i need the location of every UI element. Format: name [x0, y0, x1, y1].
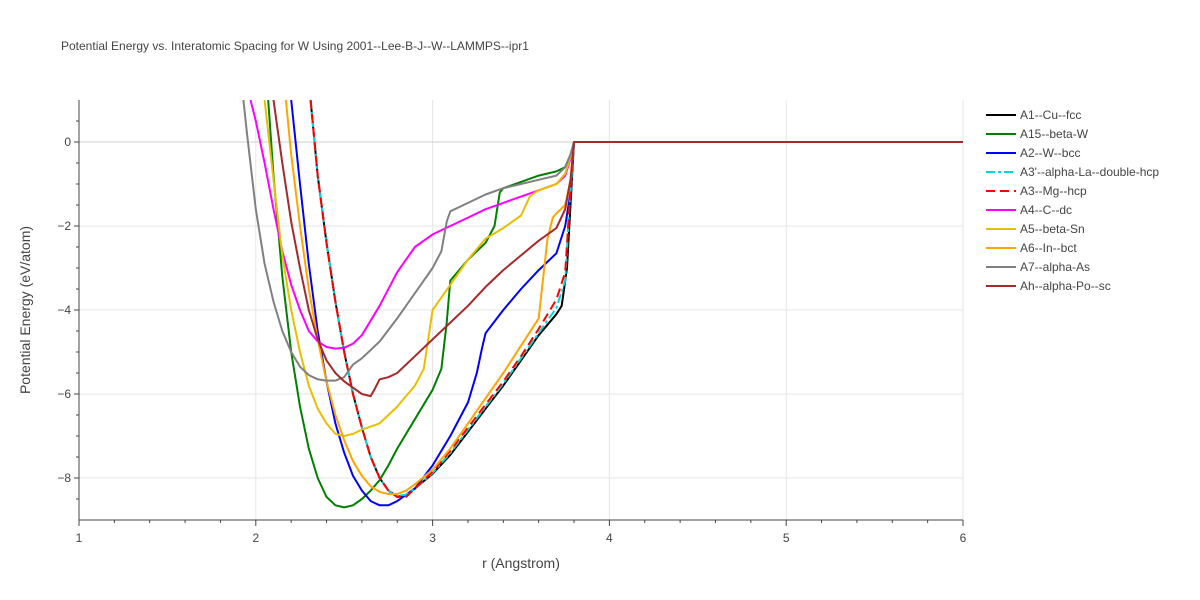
grid	[79, 100, 964, 520]
legend-label: Ah--alpha-Po--sc	[1020, 279, 1111, 293]
chart-title: Potential Energy vs. Interatomic Spacing…	[61, 39, 529, 53]
y-tick-label: −6	[57, 387, 71, 401]
legend-item[interactable]: A15--beta-W	[986, 127, 1089, 141]
legend-label: A5--beta-Sn	[1020, 222, 1085, 236]
legend-label: A3'--alpha-La--double-hcp	[1020, 165, 1159, 179]
y-tick-label: −4	[57, 303, 71, 317]
series-line-8	[242, 100, 963, 382]
legend-item[interactable]: A4--C--dc	[986, 203, 1072, 217]
legend[interactable]: A1--Cu--fcc A15--beta-W A2--W--bcc A3'--alp…	[986, 108, 1159, 293]
legend-item[interactable]: A3'--alpha-La--double-hcp	[986, 165, 1159, 179]
series-line-9	[272, 100, 963, 398]
legend-item[interactable]: A6--In--bct	[986, 241, 1077, 255]
axes: 1 2 3 4 5 6 0 −2 −4 −6 −8	[57, 100, 967, 545]
y-tick-label: 0	[64, 135, 71, 149]
series-line-6	[263, 100, 963, 437]
x-tick-label: 3	[429, 531, 436, 545]
series-line-1	[267, 100, 963, 509]
y-axis-title: Potential Energy (eV/atom)	[17, 226, 33, 394]
series-line-2	[290, 100, 963, 507]
series-line-3	[309, 100, 963, 497]
legend-label: A2--W--bcc	[1020, 146, 1080, 160]
legend-item[interactable]: A1--Cu--fcc	[986, 108, 1081, 122]
legend-item[interactable]: A5--beta-Sn	[986, 222, 1085, 236]
legend-label: A7--alpha-As	[1020, 260, 1090, 274]
legend-label: A3--Mg--hcp	[1020, 184, 1087, 198]
series-line-5	[249, 100, 963, 350]
x-axis-title: r (Angstrom)	[482, 555, 560, 571]
legend-label: A15--beta-W	[1020, 127, 1089, 141]
legend-label: A4--C--dc	[1020, 203, 1072, 217]
legend-item[interactable]: A7--alpha-As	[986, 260, 1090, 274]
y-tick-label: −8	[57, 471, 71, 485]
legend-item[interactable]: Ah--alpha-Po--sc	[986, 279, 1111, 293]
x-tick-label: 5	[783, 531, 790, 545]
plot-area	[242, 100, 963, 509]
y-tick-label: −2	[57, 219, 71, 233]
legend-label: A6--In--bct	[1020, 241, 1077, 255]
x-tick-label: 2	[252, 531, 259, 545]
x-tick-label: 4	[606, 531, 613, 545]
x-tick-label: 6	[960, 531, 967, 545]
x-tick-label: 1	[76, 531, 83, 545]
legend-label: A1--Cu--fcc	[1020, 108, 1081, 122]
legend-item[interactable]: A3--Mg--hcp	[986, 184, 1087, 198]
series-line-4	[309, 100, 963, 498]
series-line-0	[309, 100, 963, 498]
legend-item[interactable]: A2--W--bcc	[986, 146, 1080, 160]
series-line-7	[284, 100, 963, 495]
